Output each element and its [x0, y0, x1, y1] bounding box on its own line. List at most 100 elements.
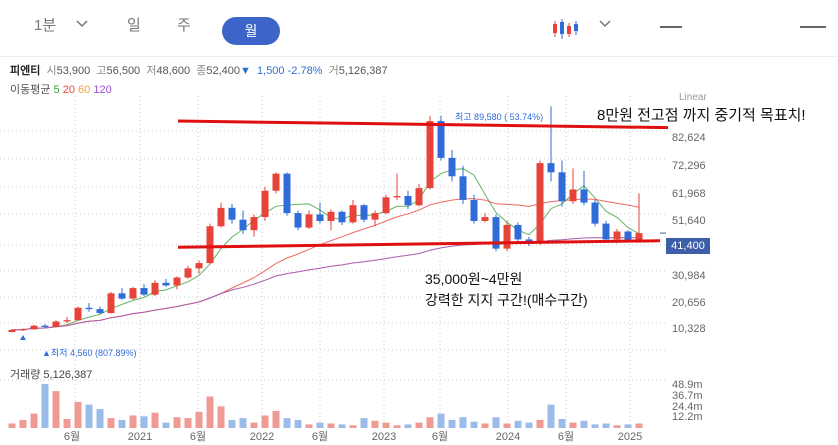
- candle-body: [217, 207, 225, 227]
- ma120-label: 120: [93, 84, 112, 96]
- volume-bar: [52, 391, 60, 428]
- volume-bar: [162, 422, 170, 428]
- volume-bar: [19, 419, 27, 428]
- volume-bar: [30, 413, 38, 428]
- volume-bar: [525, 422, 533, 428]
- moving-average-legend[interactable]: 이동평균 5 20 60 120: [10, 81, 112, 97]
- volume-bar: [184, 418, 192, 428]
- candle-body: [426, 121, 434, 189]
- candles: [8, 106, 643, 333]
- candle-body: [283, 173, 291, 214]
- candlestick-icon[interactable]: [551, 18, 579, 40]
- candle-body: [349, 205, 357, 223]
- time-tick-label: 2024: [496, 431, 520, 443]
- volume-bar: [8, 423, 16, 428]
- volume-bar: [426, 417, 434, 428]
- volume-bar: [602, 423, 610, 428]
- ma5-line: [11, 168, 640, 331]
- close-value: 52,400: [206, 65, 240, 77]
- price-tick-label: 30,984: [672, 270, 706, 282]
- candle-body: [41, 325, 49, 328]
- tab-1min[interactable]: 1분: [34, 17, 57, 34]
- time-tick-label: 6월: [190, 430, 206, 443]
- candle-body: [305, 214, 313, 228]
- candle-body: [151, 282, 159, 295]
- minus-icon[interactable]: [800, 26, 826, 28]
- candle-body: [316, 214, 324, 221]
- volume-tick-label: 24.4m: [672, 401, 703, 413]
- candle-body: [261, 190, 269, 218]
- candle-body: [74, 307, 82, 321]
- volume-bar: [85, 404, 93, 428]
- candle-body: [459, 176, 467, 200]
- volume-bar: [173, 417, 181, 428]
- volume-bar: [503, 423, 511, 428]
- candle-body: [360, 205, 368, 220]
- candle-body: [63, 320, 71, 322]
- volume-bar: [635, 423, 643, 428]
- candle-body: [503, 224, 511, 249]
- candle-body: [107, 293, 115, 314]
- scale-mode-label[interactable]: Linear: [679, 92, 707, 103]
- tab-week[interactable]: 주: [177, 17, 191, 34]
- candle-body: [96, 309, 104, 314]
- candle-body: [613, 231, 621, 240]
- target-annotation: 8만원 전고점 까지 중기적 목표치!: [597, 107, 806, 124]
- tab-day[interactable]: 일: [127, 17, 141, 34]
- volume-panel-title: 거래량 5,126,387: [10, 369, 93, 381]
- candle-body: [118, 293, 126, 299]
- volume-bar: [118, 419, 126, 428]
- volume-tick-label: 12.2m: [672, 411, 703, 423]
- minus-icon[interactable]: [660, 26, 682, 28]
- candle-body: [140, 288, 148, 295]
- time-tick-label: 6월: [312, 430, 328, 443]
- time-tick-label: 2022: [250, 431, 274, 443]
- volume-bar: [624, 424, 632, 428]
- candle-body: [173, 277, 181, 286]
- change-percent: -2.78%: [287, 65, 323, 77]
- candle-body: [624, 231, 632, 241]
- volume-bar: [140, 416, 148, 428]
- volume-bar: [569, 422, 577, 428]
- ma5-label: 5: [53, 84, 60, 96]
- tab-month[interactable]: 월: [222, 17, 280, 45]
- candle-body: [415, 188, 423, 206]
- chevron-down-icon[interactable]: [76, 20, 88, 28]
- volume-bar: [338, 424, 346, 428]
- low-label: 저: [146, 65, 157, 77]
- volume-bar: [558, 419, 566, 428]
- stock-name: 피엔티: [10, 65, 41, 77]
- chevron-down-icon[interactable]: [599, 20, 611, 28]
- candle-body: [85, 307, 93, 310]
- volume-bar: [437, 413, 445, 428]
- candle-body: [129, 288, 137, 299]
- volume-bar: [492, 417, 500, 428]
- candle-body: [448, 157, 456, 177]
- volume-bar: [470, 421, 478, 428]
- volume-bar: [327, 423, 335, 428]
- volume-tick-label: 36.7m: [672, 390, 703, 402]
- candle-body: [250, 217, 258, 231]
- candle-body: [470, 199, 478, 221]
- candle-body: [52, 321, 60, 328]
- low-value: 48,600: [156, 65, 191, 77]
- candle-body: [558, 172, 566, 202]
- candle-body: [536, 163, 544, 244]
- support-range-annotation: 35,000원~4만원: [425, 271, 523, 287]
- volume-bar: [151, 412, 159, 428]
- candle-body: [404, 196, 412, 206]
- candle-body: [382, 197, 390, 214]
- price-tick-label: 82,624: [672, 132, 706, 144]
- price-tick-label: 51,640: [672, 215, 706, 227]
- candle-body: [272, 173, 280, 191]
- time-tick-label: 6월: [558, 430, 574, 443]
- volume-bar: [393, 425, 401, 428]
- support-line: [177, 239, 661, 249]
- quote-summary: 피엔티 시53,900 고56,500 저48,600 종52,400▼ 1,5…: [10, 62, 388, 78]
- time-tick-label: 2021: [128, 431, 152, 443]
- time-tick-label: 2025: [618, 431, 642, 443]
- volume-bar: [536, 419, 544, 428]
- change-arrow-icon: ▼: [240, 65, 251, 77]
